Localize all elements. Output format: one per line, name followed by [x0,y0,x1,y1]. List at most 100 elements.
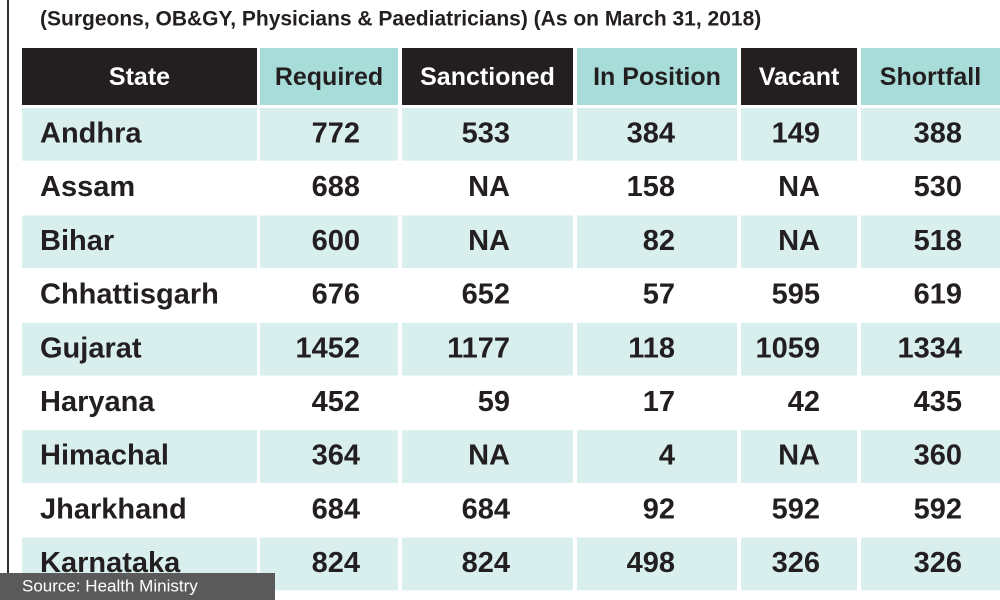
row-cell [741,376,857,430]
row-cell [861,537,1000,591]
row-cell [260,108,398,161]
row-cell [577,376,737,430]
header-cell [402,48,573,105]
state-name: Chhattisgarh [40,279,219,311]
state-name: Gujarat [40,332,142,364]
cell-value: NA [778,225,820,257]
row-cell [402,108,573,161]
cell-value: 1177 [447,332,510,364]
row-cell [22,108,257,161]
cell-value: 82 [643,225,675,257]
row-cell [861,269,1000,322]
row-cell [260,322,398,376]
row-cell [402,322,573,376]
row-cell [741,269,857,322]
table: State Required Sanctioned In Position Vacant… [22,48,1000,591]
cell-value: 498 [627,547,675,579]
row-cell [22,430,257,483]
row-cell [402,269,573,322]
cell-value: 1452 [295,332,360,364]
cell-value: 384 [627,118,675,150]
subtitle: (Surgeons, OB&GY, Physicians & Paediatri… [40,8,761,31]
cell-value: 530 [914,171,962,203]
row-cell [577,537,737,591]
header-text: Sanctioned [420,63,555,91]
cell-value: NA [468,225,510,257]
cell-value: 1059 [755,332,820,364]
row-cell [260,430,398,483]
cell-value: 388 [914,118,962,150]
row-cell [861,483,1000,537]
row-cell [861,108,1000,161]
cell-value: 600 [312,225,360,257]
row-cell [741,108,857,161]
row-cell [22,376,257,430]
row-cell [741,537,857,591]
cell-value: 592 [772,493,820,525]
row-cell [22,269,257,322]
row-cell [260,483,398,537]
row-cell [741,215,857,269]
header-text: State [109,63,170,91]
row-cell [260,269,398,322]
cell-value: 435 [914,386,962,418]
row-cell [741,161,857,215]
row-cell [260,537,398,591]
row-cell [402,215,573,269]
header-text: Required [275,63,383,91]
cell-value: 684 [312,493,360,525]
row-cell [402,430,573,483]
state-name: Haryana [40,386,155,418]
row-cell [577,430,737,483]
source-box [0,573,275,600]
header-cell [260,48,398,105]
cell-value: 158 [627,171,675,203]
state-name: Assam [40,171,135,203]
cell-value: NA [468,171,510,203]
row-cell [577,483,737,537]
row-cell [577,161,737,215]
state-name: Andhra [40,118,142,150]
cell-value: NA [468,440,510,472]
cell-value: 364 [312,440,360,472]
cell-value: 59 [478,386,510,418]
cell-value: 592 [914,493,962,525]
row-cell [741,483,857,537]
row-cell [260,376,398,430]
row-cell [260,215,398,269]
row-cell [402,376,573,430]
row-cell [22,215,257,269]
cell-value: 518 [914,225,962,257]
state-name: Bihar [40,225,114,257]
row-cell [22,483,257,537]
cell-value: 57 [643,279,675,311]
cell-value: 326 [772,547,820,579]
cell-value: 652 [462,279,510,311]
row-cell [741,322,857,376]
cell-value: 824 [462,547,510,579]
row-cell [402,483,573,537]
row-cell [861,430,1000,483]
state-name: Jharkhand [40,493,187,525]
cell-value: 595 [772,279,820,311]
cell-value: 688 [312,171,360,203]
row-cell [402,161,573,215]
row-cell [22,161,257,215]
row-cell [402,537,573,591]
cell-value: 17 [643,386,675,418]
cell-value: 92 [643,493,675,525]
cell-value: 533 [462,118,510,150]
cell-value: NA [778,171,820,203]
header-cell [861,48,1000,105]
header-text: Vacant [759,63,840,91]
state-name: Himachal [40,440,169,472]
row-cell [577,215,737,269]
cell-value: 452 [312,386,360,418]
row-cell [577,322,737,376]
cell-value: 42 [788,386,820,418]
cell-value: 360 [914,440,962,472]
cell-value: 149 [772,118,820,150]
source: Source: Health Ministry [22,576,198,595]
row-cell [22,322,257,376]
